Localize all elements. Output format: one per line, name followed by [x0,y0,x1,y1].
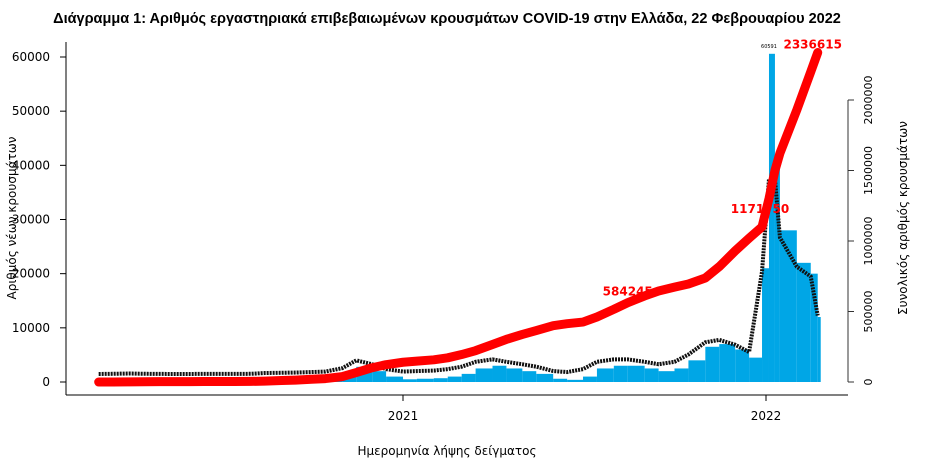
y-tick-label: 50000 [12,104,50,118]
cumulative-annotation: 584245 [603,285,653,299]
bar [583,376,597,382]
bar [553,378,568,382]
x-tick-label: 2021 [388,409,419,423]
bar [774,154,780,382]
bar [475,368,493,382]
bar [372,371,387,382]
bar [506,368,523,382]
y2-tick-label: 0 [862,379,875,386]
y2-tick-label: 1000000 [862,217,875,266]
y-tick-label: 0 [42,375,50,389]
x-axis-label: Ημερομηνία λήψης δείγματος [357,444,536,458]
y-tick-label: 10000 [12,321,50,335]
bar [461,373,476,382]
y-axis-label: Αριθμός νέων κρουσμάτων [5,136,19,299]
axes: 0 10000 20000 30000 40000 50000 60000 0 500000 10… [12,42,875,423]
bar [416,378,434,382]
bar [613,365,628,382]
y2-axis-label: Συνολικός αριθμός κρουσμάτων [896,121,910,315]
bar [403,379,417,382]
bars [112,53,821,382]
y-tick-label: 30000 [12,213,50,227]
bar [522,371,537,382]
bar [796,262,811,382]
bar [567,379,584,382]
bar [644,368,659,382]
cumulative-line: 584245 1171750 2336615 60591 [94,38,842,387]
average-polyline [98,177,820,376]
bar [627,365,645,382]
cumulative-polyline [94,48,823,387]
bar [596,368,614,382]
cumulative-annotation: 1171750 [731,202,789,216]
y2-tick-label: 500000 [862,291,875,333]
bar [705,346,720,382]
bar [492,365,507,382]
y2-tick-label: 2000000 [862,76,875,125]
y-tick-label: 20000 [12,267,50,281]
y-tick-label: 40000 [12,158,50,172]
bar [688,360,706,382]
bar [386,376,403,382]
bar [735,349,750,382]
cumulative-annotation: 2336615 [783,38,841,52]
bar [447,376,462,382]
x-tick-label: 2022 [751,409,782,423]
bar [768,53,775,382]
bar [536,373,554,382]
peak-label: 60591 [761,44,777,50]
bar [719,344,736,382]
bar [817,317,821,382]
bar [762,268,769,382]
average-line [98,177,820,376]
bar [658,371,675,382]
y2-tick-label: 1500000 [862,146,875,195]
bar [749,357,763,382]
bar [433,378,448,382]
chart-title: Διάγραμμα 1: Αριθμός εργαστηριακά επιβεβ… [53,11,841,27]
bar [779,230,797,382]
y-tick-label: 60000 [12,50,50,64]
bar [810,273,818,382]
bar [674,368,689,382]
